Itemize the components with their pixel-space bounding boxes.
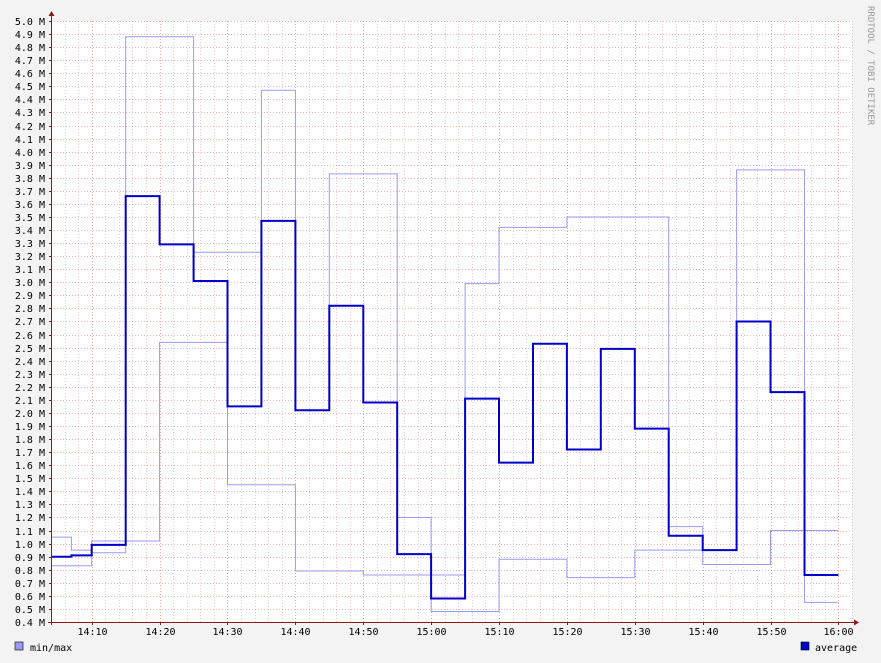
- y-tick-label: 0.8 M: [15, 566, 45, 577]
- legend-average-swatch: [800, 641, 810, 651]
- x-tick-label: 15:20: [552, 627, 582, 638]
- watermark: RRDTOOL / TOBI OETIKER: [865, 6, 875, 126]
- x-axis-labels: 14:10 14:20 14:30 14:40 14:50 15:00 15:10 15:20…: [77, 627, 853, 638]
- y-tick-label: 4.7 M: [15, 56, 45, 67]
- series-max-line: [51, 36, 839, 576]
- y-tick-label: 3.0 M: [15, 278, 45, 289]
- x-tick-label: 15:50: [756, 627, 786, 638]
- x-tick-label: 14:10: [77, 627, 107, 638]
- series-layer: [51, 36, 839, 612]
- y-tick-label: 2.9 M: [15, 291, 45, 302]
- y-tick-label: 2.2 M: [15, 383, 45, 394]
- y-tick-label: 1.0 M: [15, 540, 45, 551]
- y-tick-label: 2.3 M: [15, 370, 45, 381]
- y-tick-label: 1.5 M: [15, 474, 45, 485]
- y-tick-label: 3.8 M: [15, 174, 45, 185]
- y-tick-label: 2.8 M: [15, 304, 45, 315]
- y-tick-label: 2.0 M: [15, 409, 45, 420]
- axes: [48, 11, 859, 626]
- y-tick-label: 5.0 M: [15, 17, 45, 28]
- y-axis-labels: 0.4 M 0.5 M 0.6 M 0.7 M 0.8 M 0.9 M 1.0 M 1.1 M…: [15, 17, 45, 629]
- plot-area: [51, 21, 852, 622]
- y-tick-label: 4.3 M: [15, 108, 45, 119]
- y-tick-label: 3.7 M: [15, 187, 45, 198]
- y-tick-label: 0.7 M: [15, 579, 45, 590]
- series-average-line: [51, 195, 839, 600]
- y-tick-label: 3.2 M: [15, 252, 45, 263]
- y-tick-label: 1.7 M: [15, 448, 45, 459]
- x-tick-label: 15:00: [416, 627, 446, 638]
- y-tick-label: 3.1 M: [15, 265, 45, 276]
- y-tick-label: 1.2 M: [15, 513, 45, 524]
- y-tick-label: 4.4 M: [15, 95, 45, 106]
- y-tick-label: 3.5 M: [15, 213, 45, 224]
- legend-minmax-label: min/max: [30, 643, 72, 654]
- x-tick-label: 15:40: [688, 627, 718, 638]
- y-tick-label: 2.1 M: [15, 396, 45, 407]
- x-tick-label: 14:30: [212, 627, 242, 638]
- x-tick-label: 14:20: [145, 627, 175, 638]
- x-tick-label: 14:50: [348, 627, 378, 638]
- y-tick-label: 3.4 M: [15, 226, 45, 237]
- y-tick-label: 0.6 M: [15, 592, 45, 603]
- y-tick-label: 4.9 M: [15, 30, 45, 41]
- legend-minmax-swatch: [14, 641, 24, 651]
- y-tick-label: 1.9 M: [15, 422, 45, 433]
- y-tick-label: 1.6 M: [15, 461, 45, 472]
- y-tick-label: 4.1 M: [15, 135, 45, 146]
- y-tick-label: 1.4 M: [15, 487, 45, 498]
- y-tick-label: 2.4 M: [15, 357, 45, 368]
- y-tick-label: 0.5 M: [15, 605, 45, 616]
- y-tick-label: 4.5 M: [15, 82, 45, 93]
- y-tick-label: 0.9 M: [15, 553, 45, 564]
- y-tick-label: 3.6 M: [15, 200, 45, 211]
- y-tick-label: 4.0 M: [15, 148, 45, 159]
- y-tick-label: 4.8 M: [15, 43, 45, 54]
- y-tick-label: 2.6 M: [15, 331, 45, 342]
- y-tick-label: 3.9 M: [15, 161, 45, 172]
- x-axis-arrow: [854, 619, 859, 626]
- x-tick-label: 14:40: [280, 627, 310, 638]
- y-axis-arrow: [48, 11, 55, 16]
- y-tick-label: 1.8 M: [15, 435, 45, 446]
- y-tick-label: 3.3 M: [15, 239, 45, 250]
- y-tick-label: 4.6 M: [15, 69, 45, 80]
- y-tick-label: 1.1 M: [15, 527, 45, 538]
- x-tick-label: 15:10: [484, 627, 514, 638]
- y-tick-label: 0.4 M: [15, 618, 45, 629]
- y-tick-label: 2.5 M: [15, 344, 45, 355]
- y-tick-label: 1.3 M: [15, 500, 45, 511]
- legend: min/max average: [14, 641, 857, 654]
- legend-average-label: average: [815, 643, 857, 654]
- y-tick-label: 4.2 M: [15, 122, 45, 133]
- x-tick-label: 16:00: [823, 627, 853, 638]
- y-tick-label: 2.7 M: [15, 317, 45, 328]
- x-tick-label: 15:30: [620, 627, 650, 638]
